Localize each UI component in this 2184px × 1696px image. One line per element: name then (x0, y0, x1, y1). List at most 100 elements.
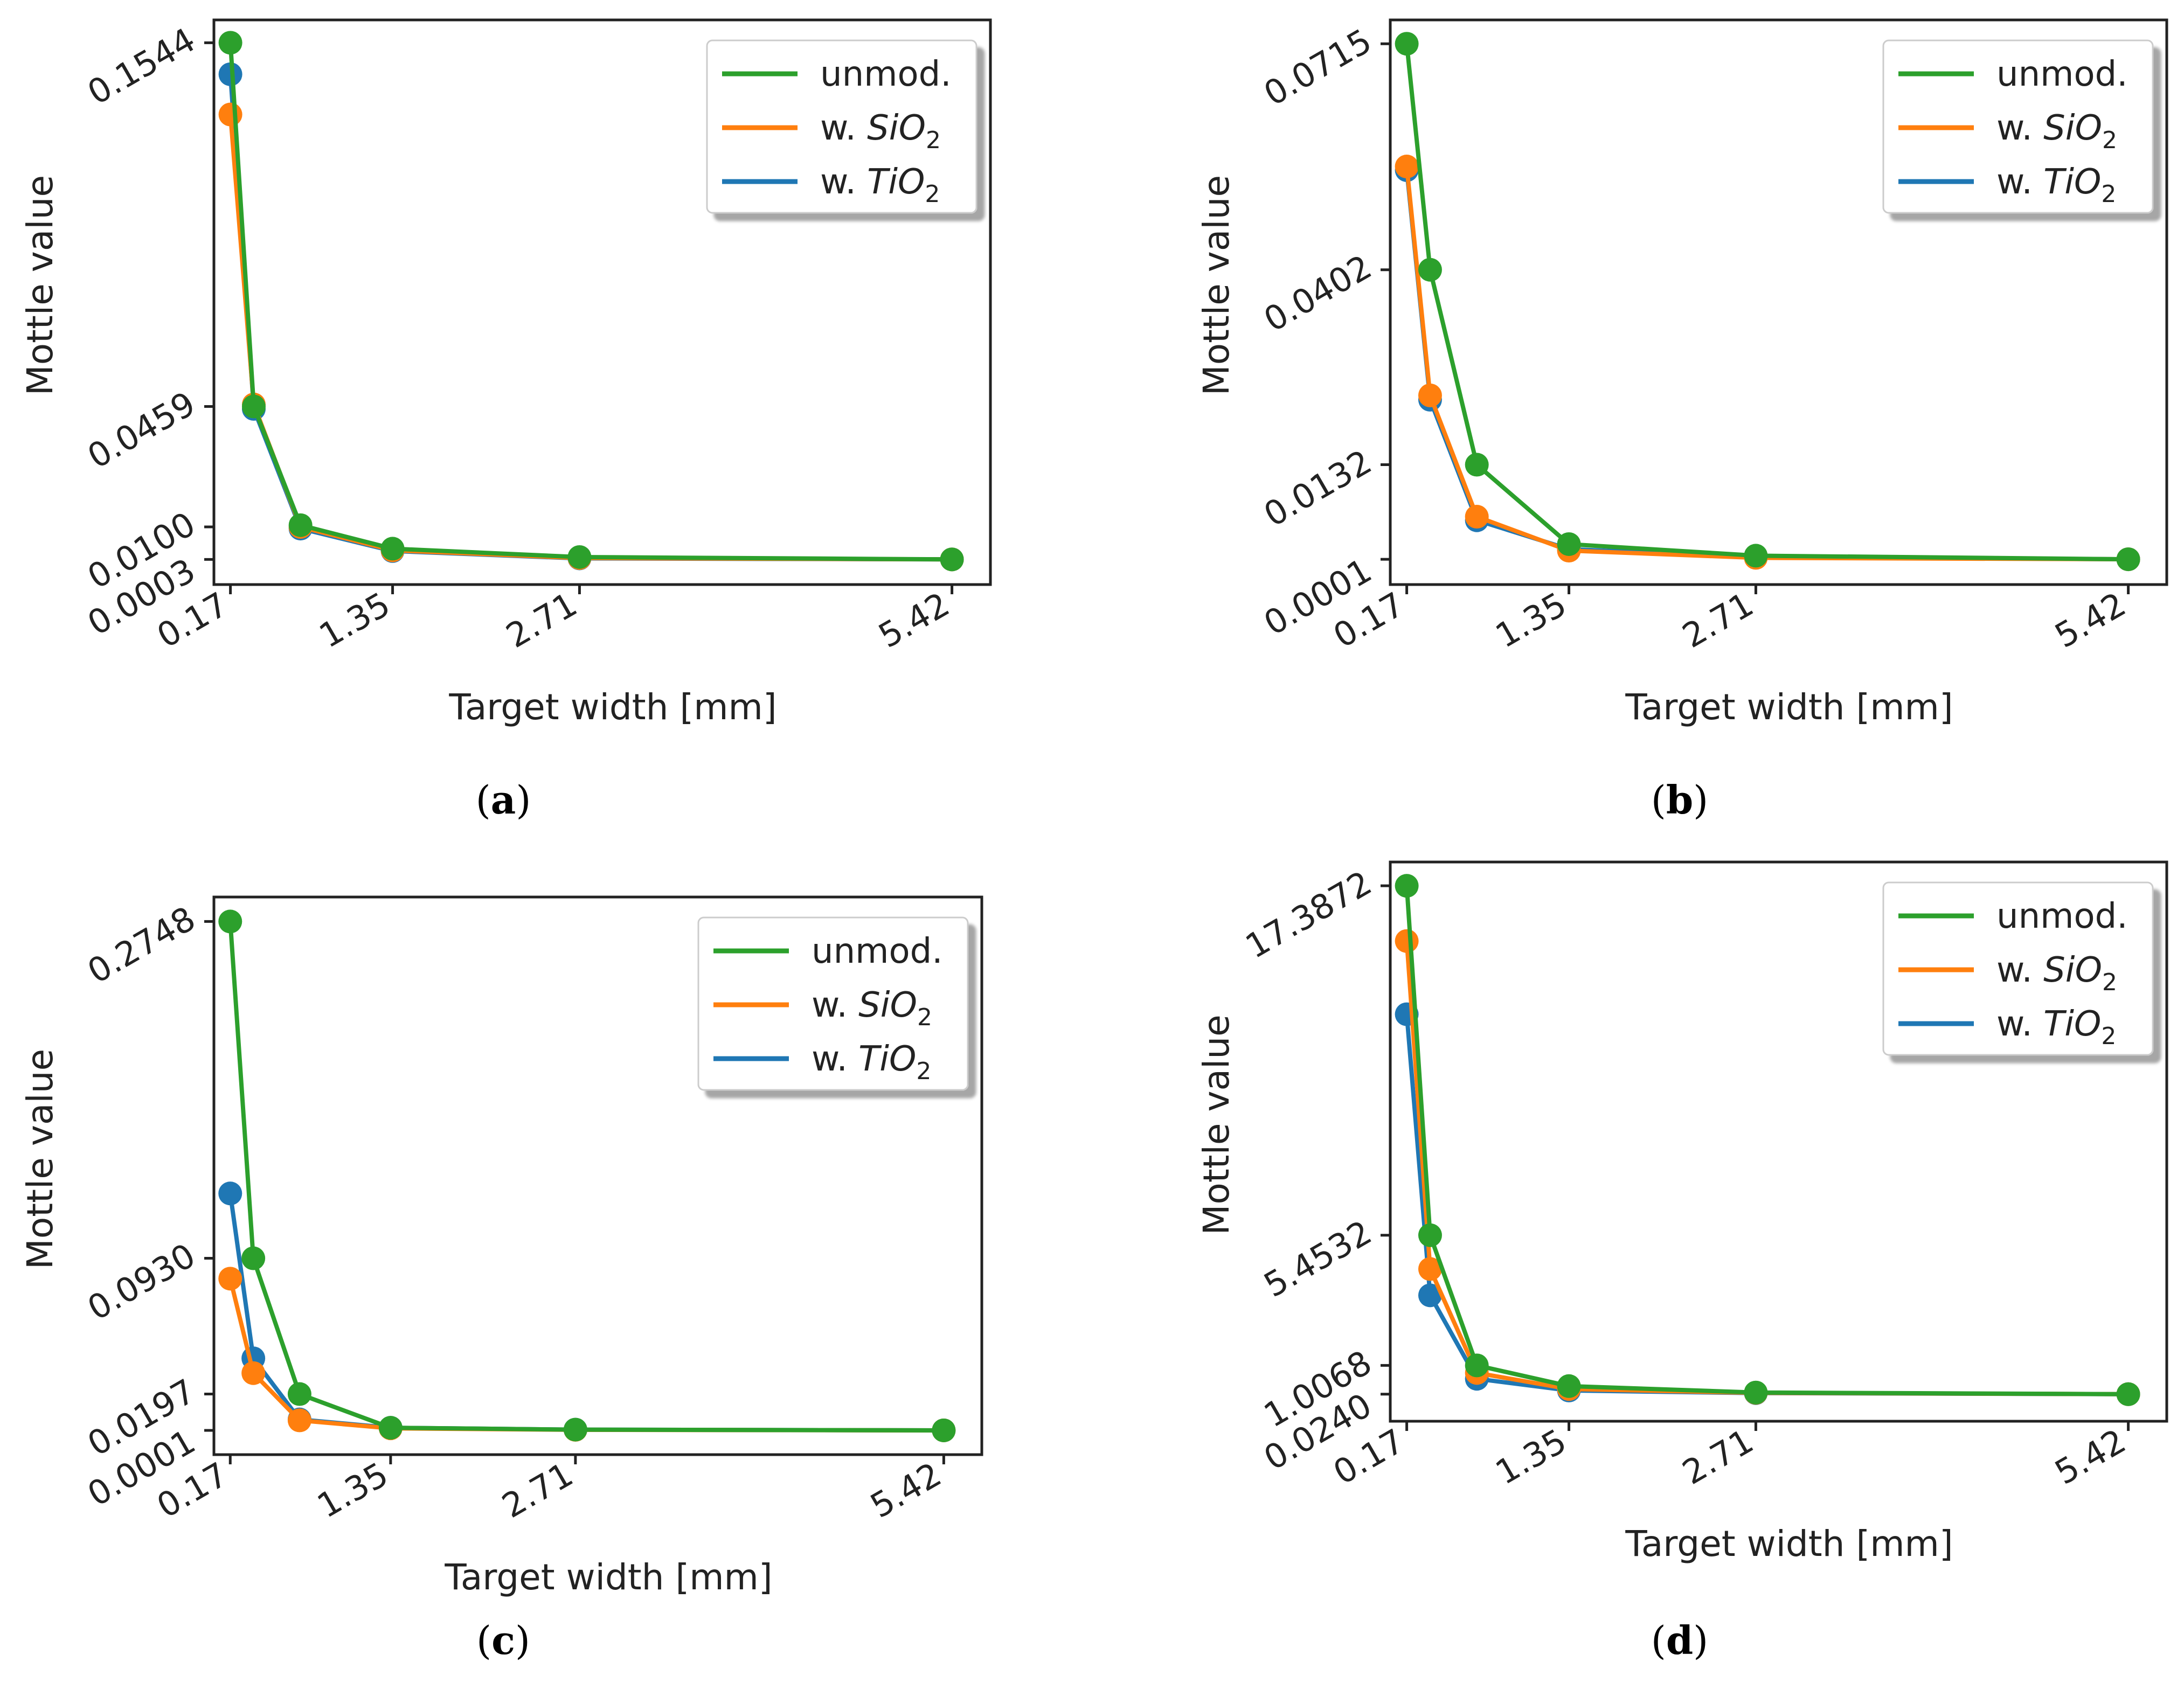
legend-label-part: unmod. (820, 54, 952, 94)
chart-panel-b: 0.17 1.35 2.71 5.420.00010.01320.04020.0715… (1196, 18, 2168, 823)
data-point-unmod (288, 513, 313, 537)
y-tick-label: 0.0930 (81, 1235, 202, 1328)
x-tick-label: 2.71 (500, 585, 584, 656)
legend-label-part: w. (820, 108, 867, 148)
data-point-unmod (241, 394, 266, 419)
data-point-tio2 (218, 1181, 242, 1206)
legend-label-unmod: unmod. (1996, 896, 2128, 936)
x-axis-label: Target width [mm] (1625, 686, 1953, 728)
data-point-unmod (241, 1246, 266, 1270)
x-tick-label: 2.71 (1676, 585, 1760, 656)
data-point-unmod (563, 1417, 587, 1442)
legend-label-part: unmod. (812, 932, 943, 971)
x-tick-label: 2.71 (495, 1455, 579, 1526)
x-axis-label: Target width [mm] (1625, 1523, 1953, 1565)
y-axis-label: Mottle value (19, 1049, 61, 1269)
legend-label-part: 2 (925, 180, 940, 208)
legend-label-part: w. (1996, 1004, 2043, 1044)
data-point-unmod (1418, 258, 1442, 282)
data-point-unmod (1557, 532, 1581, 556)
legend-label-part: 2 (2101, 1023, 2116, 1050)
legend-label-part: TiO (858, 1039, 916, 1079)
legend-label-part: TiO (867, 162, 925, 202)
data-point-unmod (218, 31, 242, 55)
y-tick-label: 5.4532 (1257, 1213, 1378, 1305)
x-tick-label: 1.35 (313, 585, 397, 656)
legend-label-tio2: w. TiO2 (812, 1039, 931, 1085)
panel-caption: (c) (476, 1617, 530, 1663)
legend-label-sio2: w. SiO2 (1996, 950, 2117, 996)
panel-caption: (d) (1651, 1617, 1709, 1663)
legend-label-part: w. (820, 162, 867, 202)
chart-panel-d: 0.17 1.35 2.71 5.420.02401.00685.453217.387… (1196, 860, 2168, 1663)
legend-label-sio2: w. SiO2 (1996, 108, 2117, 154)
series-line-unmod (228, 43, 952, 562)
chart-panel-c: 0.17 1.35 2.71 5.420.00010.01970.09300.2748… (19, 895, 983, 1663)
panel-caption: (a) (476, 777, 531, 823)
data-point-unmod (940, 547, 964, 572)
data-point-unmod (2116, 1382, 2140, 1406)
panel-caption-letter: c (491, 1617, 515, 1663)
legend-label-part: w. (1996, 950, 2043, 990)
legend-label-tio2: w. TiO2 (1996, 162, 2116, 208)
legend-box (1882, 39, 2154, 214)
panel-caption: (b) (1651, 777, 1709, 823)
data-point-sio2 (1395, 929, 1419, 953)
data-point-unmod (2116, 547, 2140, 572)
x-tick-label: 1.35 (1489, 585, 1573, 656)
legend-label-part: SiO (2043, 108, 2102, 148)
data-point-unmod (1465, 453, 1489, 477)
legend-box (1882, 881, 2154, 1056)
x-tick-label: 2.71 (1676, 1421, 1760, 1492)
legend-label-part: SiO (858, 985, 917, 1025)
legend-label-tio2: w. TiO2 (820, 162, 940, 208)
legend-label-part: 2 (916, 1058, 931, 1085)
y-tick-label: 0.1544 (81, 20, 202, 113)
data-point-tio2 (1418, 1283, 1442, 1308)
y-tick-label: 0.0715 (1257, 21, 1378, 114)
data-point-unmod (567, 545, 592, 569)
data-point-sio2 (1418, 383, 1442, 407)
data-point-unmod (218, 909, 242, 934)
legend-label-part: 2 (2102, 127, 2117, 154)
y-tick-label: 0.0132 (1257, 442, 1378, 534)
legend-label-part: SiO (867, 108, 926, 148)
data-point-sio2 (241, 1361, 266, 1385)
chart-panel-a: 0.17 1.35 2.71 5.420.00030.01000.04590.1544… (19, 18, 992, 823)
series-line-unmod (1404, 885, 2128, 1396)
legend: unmod. w. SiO2 w. TiO2 (1882, 39, 2154, 214)
panel-caption-letter: d (1666, 1617, 1693, 1663)
data-point-sio2 (1395, 155, 1419, 179)
x-tick-label: 5.42 (872, 585, 956, 656)
y-tick-label: 17.3872 (1239, 863, 1378, 966)
legend-label-part: w. (812, 1039, 858, 1079)
panel-caption-letter: b (1666, 777, 1693, 823)
data-point-unmod (1418, 1223, 1442, 1247)
legend-box (697, 916, 969, 1091)
data-point-unmod (1395, 32, 1419, 56)
x-tick-label: 5.42 (2048, 585, 2132, 656)
data-point-unmod (1465, 1353, 1489, 1378)
y-tick-label: 0.0402 (1257, 247, 1378, 339)
y-tick-label: 0.0459 (81, 384, 202, 476)
legend-label-part: 2 (926, 127, 941, 154)
data-point-sio2 (218, 102, 242, 127)
legend-label-part: SiO (2043, 950, 2102, 990)
legend-label-part: 2 (917, 1004, 932, 1031)
data-point-sio2 (218, 1267, 242, 1291)
x-tick-label: 1.35 (310, 1455, 394, 1526)
legend-label-part: w. (1996, 162, 2043, 202)
legend-box (706, 39, 977, 214)
legend-label-unmod: unmod. (1996, 54, 2128, 94)
x-tick-label: 5.42 (2048, 1421, 2132, 1492)
data-point-sio2 (287, 1408, 311, 1433)
data-point-unmod (380, 537, 405, 561)
legend-label-sio2: w. SiO2 (820, 108, 941, 154)
panels: 0.17 1.35 2.71 5.420.00030.01000.04590.1544… (19, 18, 2168, 1663)
legend-label-unmod: unmod. (820, 54, 952, 94)
x-axis-label: Target width [mm] (448, 686, 776, 728)
